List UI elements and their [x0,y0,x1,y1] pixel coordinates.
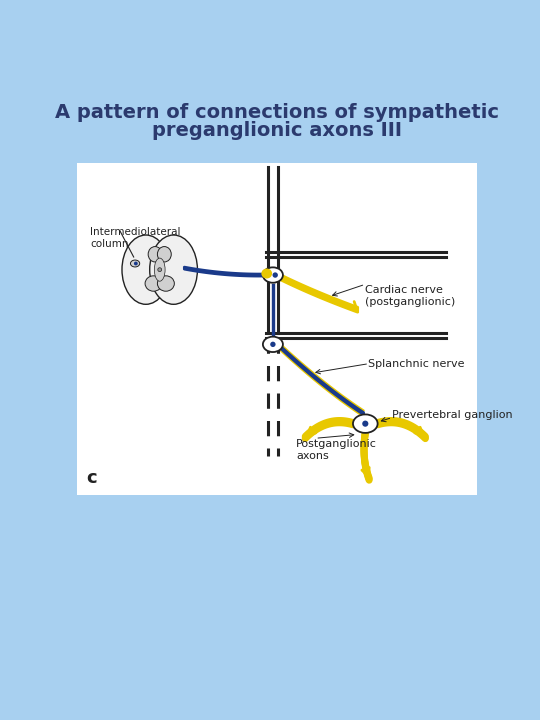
Text: Splanchnic nerve: Splanchnic nerve [368,359,464,369]
Ellipse shape [353,415,377,433]
Ellipse shape [131,260,140,267]
Ellipse shape [273,272,278,278]
Text: Intermediolateral
column: Intermediolateral column [90,228,181,249]
Text: c: c [86,469,97,487]
Ellipse shape [154,258,165,282]
Ellipse shape [150,235,198,305]
Ellipse shape [134,261,138,266]
Text: preganglionic axons III: preganglionic axons III [152,121,402,140]
Text: Postganglionic
axons: Postganglionic axons [296,439,377,461]
Ellipse shape [263,337,283,352]
Text: Cardiac nerve
(postganglionic): Cardiac nerve (postganglionic) [365,285,456,307]
Ellipse shape [157,246,171,262]
Ellipse shape [122,235,170,305]
Ellipse shape [158,268,161,271]
Text: Prevertebral ganglion: Prevertebral ganglion [392,410,513,420]
Ellipse shape [148,246,162,262]
Text: A pattern of connections of sympathetic: A pattern of connections of sympathetic [55,103,499,122]
Bar [77,163,477,495]
Ellipse shape [270,342,275,347]
Ellipse shape [362,420,368,427]
Ellipse shape [145,276,162,291]
Ellipse shape [261,269,272,279]
Ellipse shape [263,267,283,283]
Ellipse shape [157,276,174,291]
